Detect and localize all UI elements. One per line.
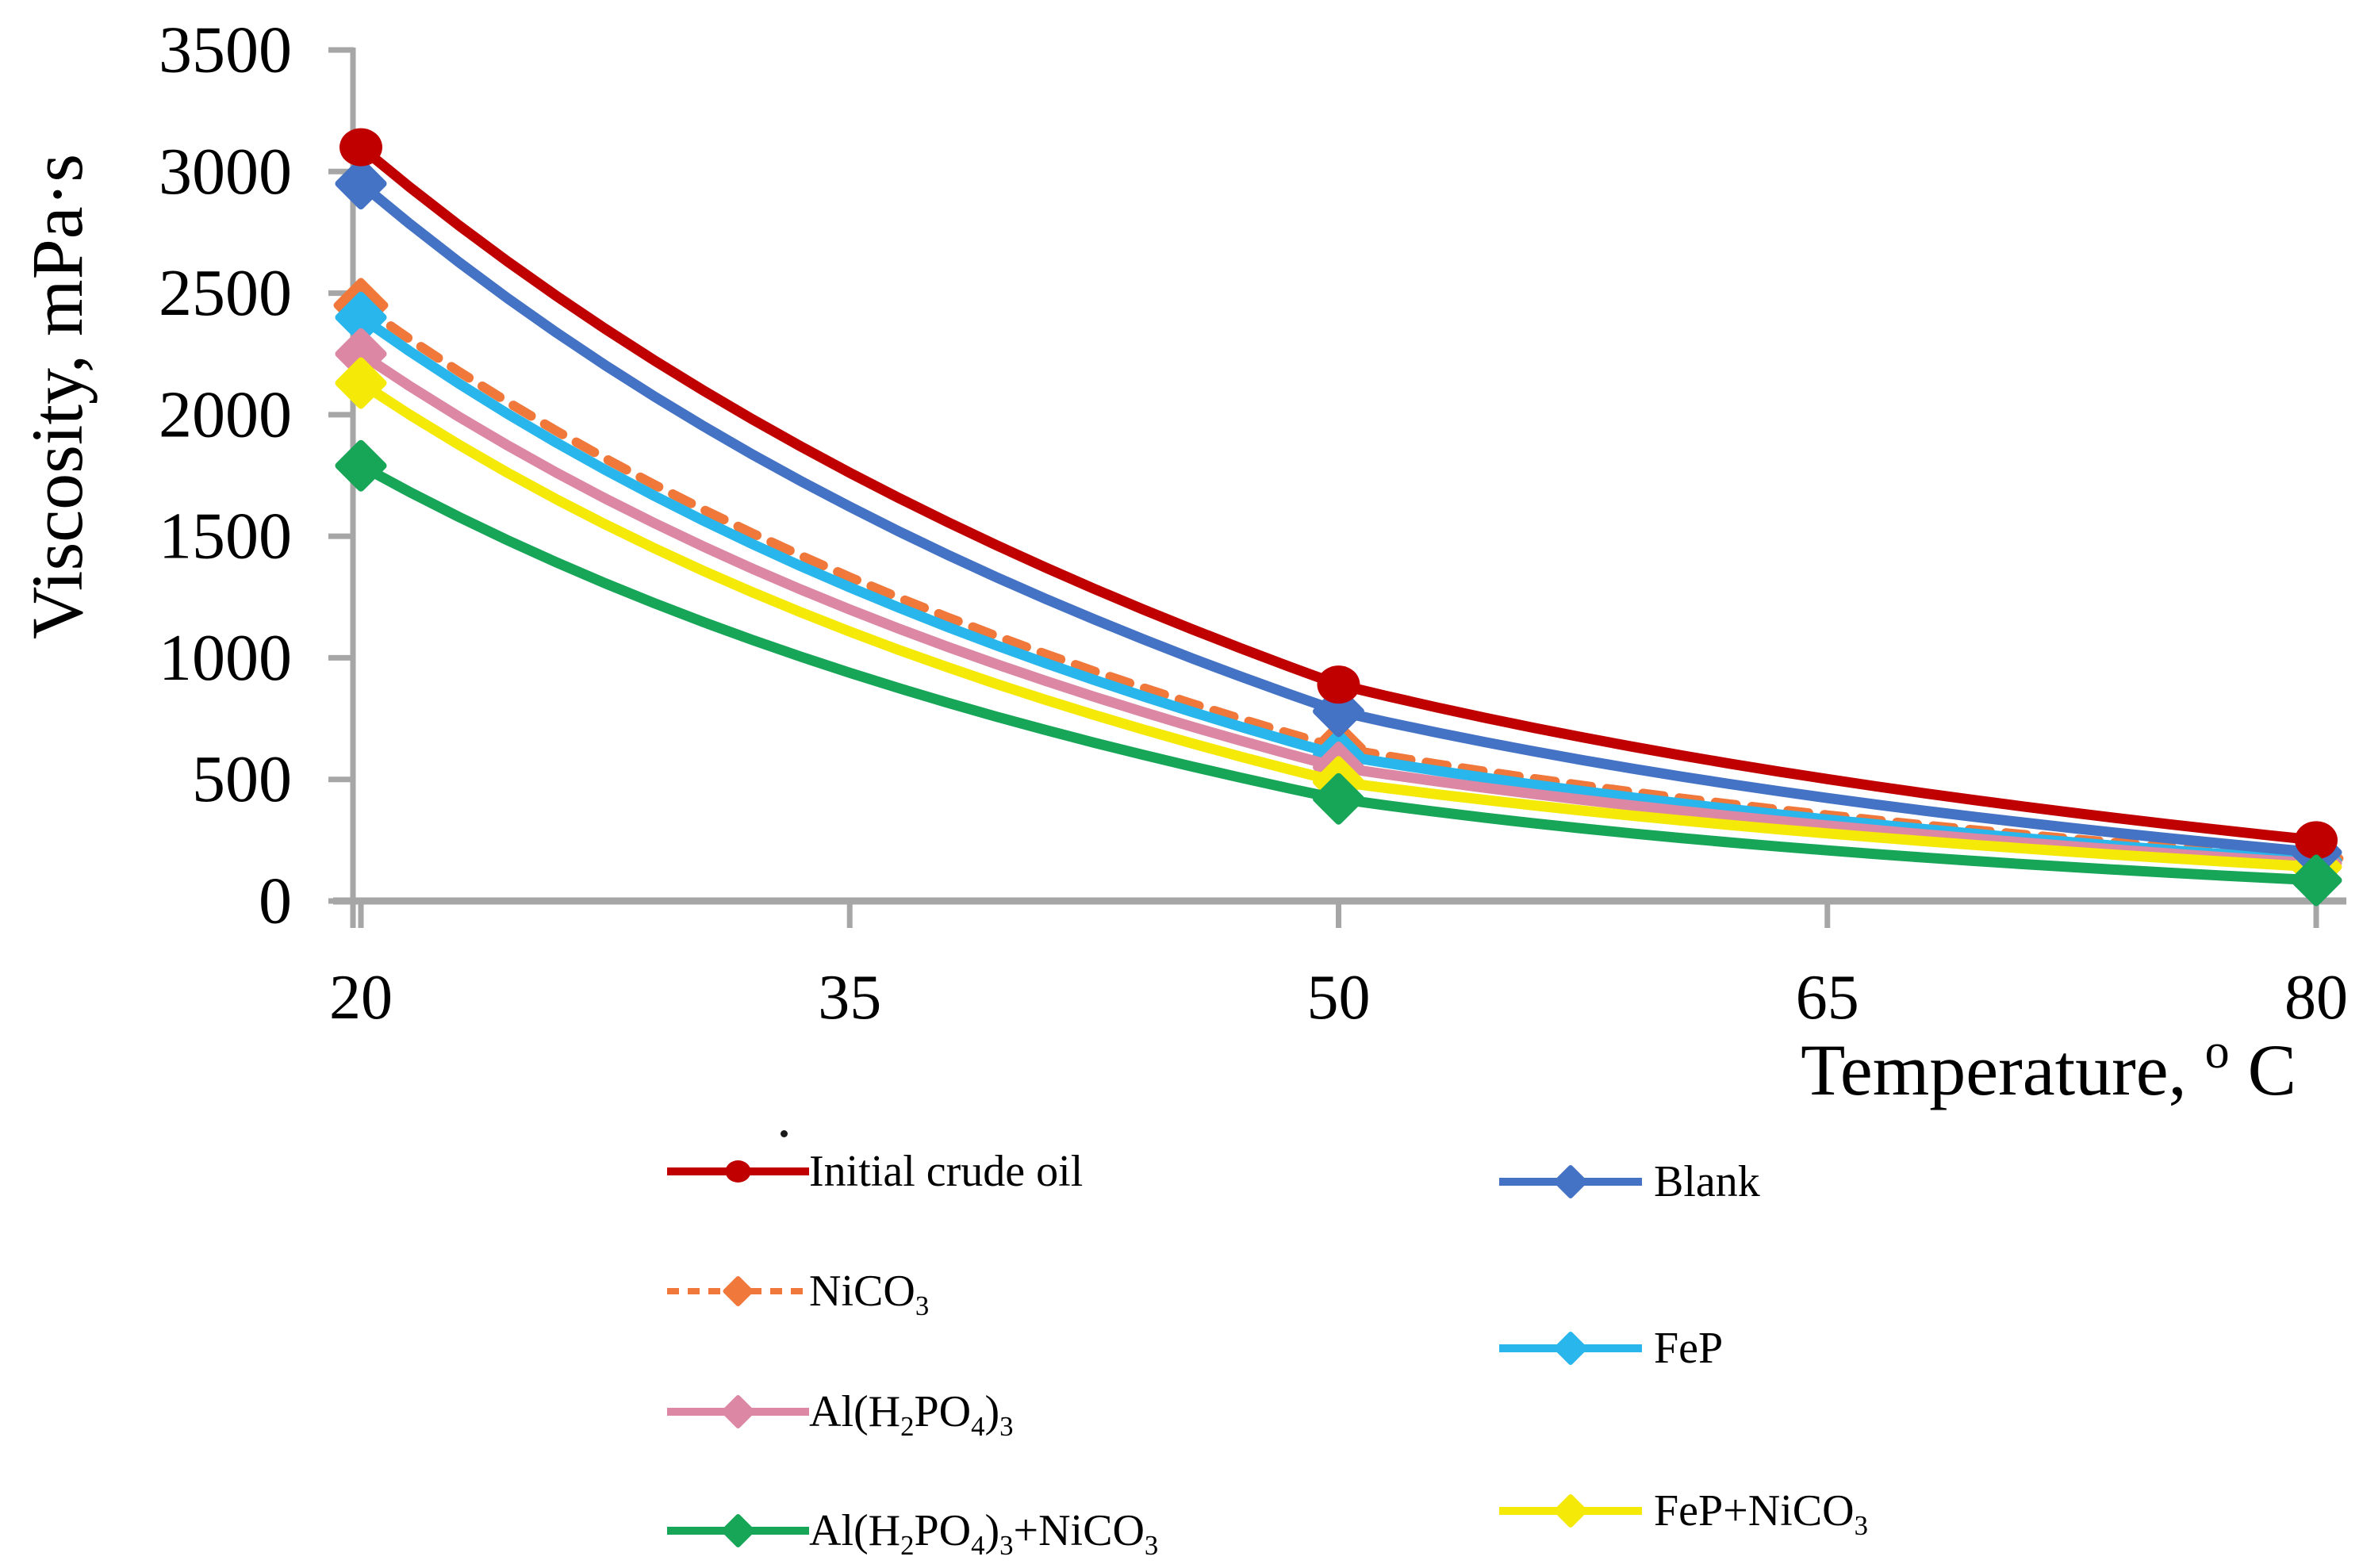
series-marker-initial-crude-oil [1317,665,1360,704]
legend-label-initial-crude-oil: Initial crude oil [809,1147,1084,1196]
y-tick-label: 500 [192,742,292,816]
tick-label-layer: 0 500 1000 1500 2000 2500 3000 3500 20 35 50 65 80 [159,13,2348,1033]
legend-sample-nico [667,1276,809,1306]
legend-marker-nico [723,1276,754,1306]
y-tick-label: 3500 [159,13,292,87]
series-marker-fep-nico [335,357,387,409]
x-tick-label: 50 [1307,963,1371,1033]
y-axis-title: Viscosity, mPa·s [17,154,98,639]
stray-dot [781,1130,788,1137]
legend-sample-fep [1499,1332,1642,1365]
y-tick-label: 2000 [159,378,292,451]
legend-sample-al-h-po-nico [667,1514,809,1547]
legend-sample-blank [1499,1165,1642,1198]
x-axis-title-text: Temperature, [1801,1029,2187,1110]
series-marker-al-h-po-nico [1313,772,1364,825]
x-tick-label: 20 [329,963,393,1033]
subscript: 4 [971,1411,985,1443]
legend-item-al-h-po: Al(H2PO4)3 [662,1383,1013,1440]
legend-item-blank: Blank [1494,1153,1760,1210]
legend-marker-blank [1554,1165,1587,1198]
subscript: 2 [900,1411,915,1443]
legend-sample-initial-crude-oil [667,1160,809,1183]
y-tick-label: 1000 [159,621,292,695]
legend-item-nico: NiCO3 [662,1263,929,1320]
x-axis-title: Temperature, o C [1801,1003,2296,1110]
subscript: 3 [915,1290,930,1322]
y-tick-label: 2500 [159,256,292,330]
x-tick-label: 35 [818,963,881,1033]
subscript: 2 [900,1530,915,1562]
legend-label-al-h-po: Al(H2PO4)3 [809,1387,1014,1443]
legend-item-al-h-po-nico: Al(H2PO4)3+NiCO3 [662,1502,1158,1559]
legend-label-fep-nico: FeP+NiCO3 [1654,1486,1868,1542]
series-marker-blank [335,158,387,210]
legend-marker-al-h-po-nico [721,1514,755,1547]
legend-marker-al-h-po [721,1395,755,1428]
subscript: 3 [1144,1530,1159,1562]
legend-label-fep: FeP [1654,1324,1724,1373]
legend-label-blank: Blank [1654,1157,1760,1206]
legend-sample-fep-nico [1499,1494,1642,1528]
y-tick-label: 1500 [159,500,292,573]
subscript: 3 [999,1411,1014,1443]
x-tick-label: 80 [2284,963,2348,1033]
series-marker-initial-crude-oil [2295,821,2338,860]
subscript: 3 [999,1530,1014,1562]
legend-item-fep-nico: FeP+NiCO3 [1494,1482,1868,1539]
legend-label-nico: NiCO3 [809,1267,930,1322]
subscript: 3 [1854,1510,1868,1542]
y-tick-label: 3000 [159,135,292,209]
legend-item-initial-crude-oil: Initial crude oil [662,1143,1083,1200]
legend-sample-al-h-po [667,1395,809,1428]
legend-label-al-h-po-nico: Al(H2PO4)3+NiCO3 [809,1506,1159,1562]
series-marker-initial-crude-oil [339,128,382,167]
axis-layer [328,47,2346,928]
series-marker-blank [1313,685,1364,738]
legend-marker-fep [1554,1332,1587,1365]
y-tick-label: 0 [259,865,292,938]
x-tick-label: 65 [1796,963,1859,1033]
legend-marker-fep-nico [1554,1494,1587,1528]
curve-layer [333,128,2344,907]
x-axis-title-unit: C [2248,1029,2296,1110]
x-axis-title-sup: o [2205,1025,2230,1079]
series-marker-al-h-po-nico [335,439,387,492]
legend-item-fep: FeP [1494,1320,1723,1377]
series-marker-al-h-po-nico [2290,854,2342,907]
subscript: 4 [971,1530,985,1562]
legend-marker-initial-crude-oil [725,1160,751,1183]
